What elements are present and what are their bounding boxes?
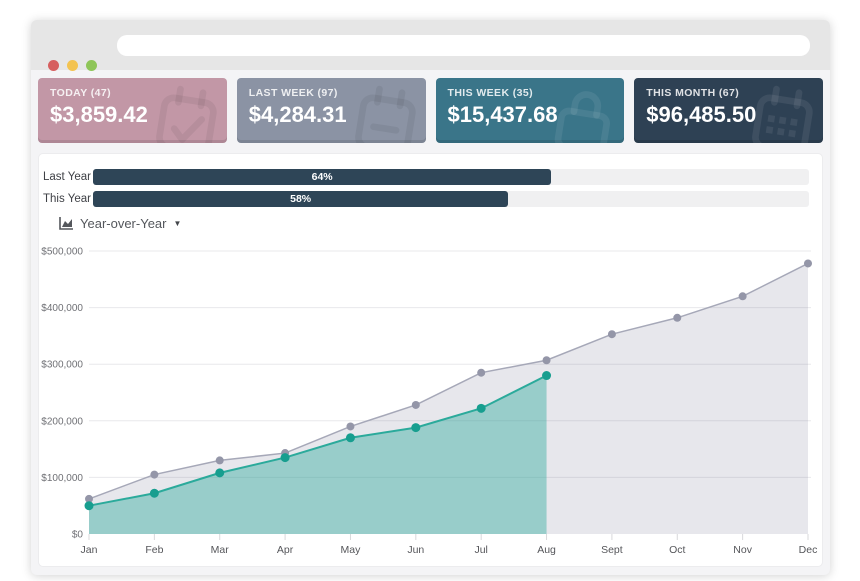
stat-card-label: TODAY (47) — [50, 87, 111, 99]
window-close-icon[interactable] — [48, 60, 59, 71]
progress-percent: 64% — [311, 171, 333, 183]
progress-label: This Year — [43, 193, 91, 205]
page-content: TODAY (47) $3,859.42 LAST WEEK (97) $4,2… — [31, 70, 830, 575]
progress-fill: 64% — [93, 169, 552, 185]
progress-percent: 58% — [290, 193, 312, 205]
progress-row-last-year: Last Year 64% — [43, 169, 809, 185]
stat-card-label: LAST WEEK (97) — [248, 87, 338, 99]
svg-text:Dec: Dec — [799, 544, 818, 556]
svg-text:Jul: Jul — [474, 544, 487, 556]
progress-label: Last Year — [43, 171, 91, 183]
svg-text:$400,000: $400,000 — [41, 303, 83, 314]
progress-track: 64% — [93, 169, 809, 185]
calendar-check-icon — [155, 85, 217, 143]
svg-text:$500,000: $500,000 — [41, 247, 83, 258]
svg-text:Apr: Apr — [277, 544, 294, 556]
svg-text:$0: $0 — [72, 530, 84, 541]
chevron-down-icon: ▼ — [173, 218, 182, 228]
svg-text:$200,000: $200,000 — [41, 416, 83, 427]
svg-text:$100,000: $100,000 — [41, 473, 83, 484]
year-progress-bars: Last Year 64% This Year 58% — [39, 154, 822, 207]
address-bar-input[interactable] — [117, 34, 810, 56]
stat-card-label: THIS MONTH (67) — [646, 87, 740, 99]
stat-card-label: THIS WEEK (35) — [447, 87, 534, 99]
dropdown-label: Year-over-Year — [80, 215, 167, 231]
browser-titlebar — [31, 20, 830, 71]
stat-card-amount: $15,437.68 — [447, 102, 558, 127]
window-minimize-icon[interactable] — [67, 60, 78, 71]
progress-track: 58% — [93, 191, 809, 207]
calendar-grid-icon — [752, 85, 813, 143]
calendar-minus-icon — [354, 85, 416, 143]
chart-type-dropdown[interactable]: Year-over-Year ▼ — [59, 214, 181, 232]
progress-fill: 58% — [93, 191, 509, 207]
svg-text:Oct: Oct — [669, 544, 685, 556]
svg-text:Mar: Mar — [211, 544, 230, 556]
svg-text:Aug: Aug — [537, 544, 556, 556]
stat-card-last-week[interactable]: LAST WEEK (97) $4,284.31 — [236, 78, 426, 143]
stat-card-today[interactable]: TODAY (47) $3,859.42 — [38, 78, 227, 143]
svg-text:Sept: Sept — [601, 544, 623, 556]
browser-window: TODAY (47) $3,859.42 LAST WEEK (97) $4,2… — [31, 20, 830, 575]
stat-card-amount: $3,859.42 — [50, 102, 148, 127]
dashboard-panel: Last Year 64% This Year 58% — [38, 153, 823, 567]
stat-card-this-week[interactable]: THIS WEEK (35) $15,437.68 — [435, 78, 625, 143]
svg-text:Jun: Jun — [407, 544, 424, 556]
stat-card-amount: $4,284.31 — [248, 102, 347, 127]
window-zoom-icon[interactable] — [86, 60, 97, 71]
stat-card-amount: $96,485.50 — [646, 102, 757, 127]
area-chart-icon — [59, 216, 73, 230]
svg-text:$300,000: $300,000 — [41, 360, 83, 371]
year-over-year-chart[interactable]: Jan Feb Mar Apr May Jun Jul Aug Sept Oct Nov Dec $50… — [39, 239, 822, 568]
svg-text:Feb: Feb — [145, 544, 163, 556]
svg-text:Jan: Jan — [81, 544, 98, 556]
progress-row-this-year: This Year 58% — [43, 191, 809, 207]
stat-cards: TODAY (47) $3,859.42 LAST WEEK (97) $4,2… — [38, 78, 823, 143]
svg-text:Nov: Nov — [733, 544, 752, 556]
svg-text:May: May — [341, 544, 362, 556]
bag-lock-icon — [554, 91, 611, 143]
stat-card-this-month[interactable]: THIS MONTH (67) $96,485.50 — [634, 78, 823, 143]
